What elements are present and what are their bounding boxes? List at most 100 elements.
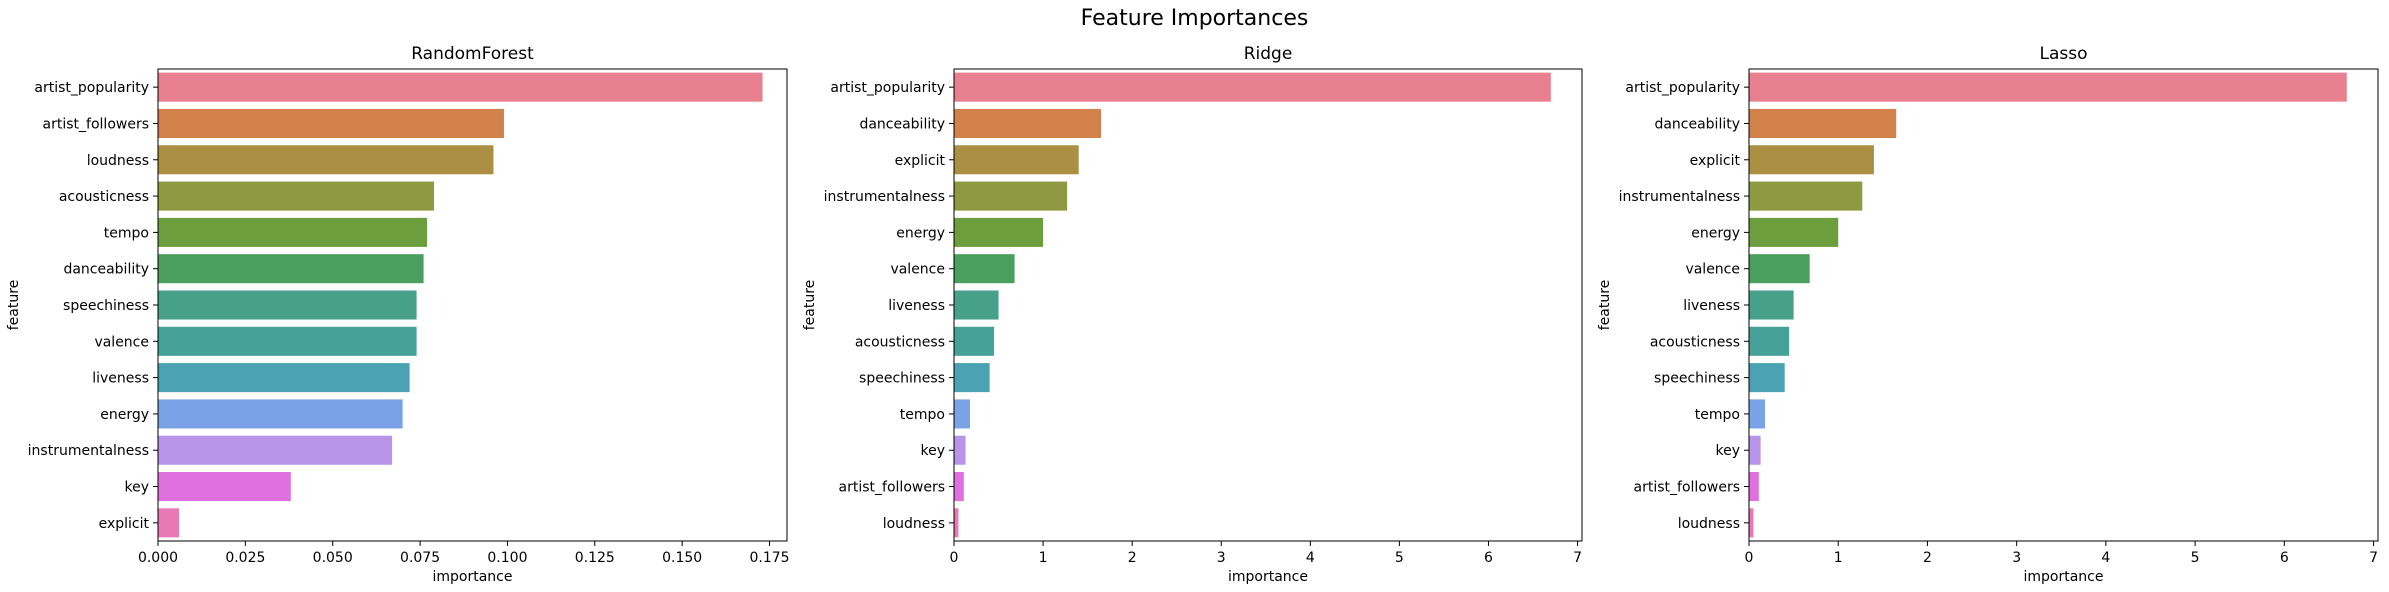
- bar-loudness: [1749, 508, 1754, 538]
- x-tick-label: 1: [1039, 550, 1048, 566]
- x-tick-label: 0.050: [313, 550, 353, 566]
- y-tick-label: tempo: [900, 407, 945, 423]
- bar-valence: [954, 254, 1015, 284]
- bar-acousticness: [1749, 326, 1790, 356]
- plot-frame: [1748, 68, 2379, 542]
- bar-instrumentalness: [158, 435, 393, 465]
- y-tick-label: artist_followers: [43, 116, 149, 132]
- bar-artist_followers: [158, 108, 504, 138]
- bar-artist_popularity: [1749, 72, 2347, 102]
- y-tick-label: liveness: [92, 371, 149, 387]
- bar-artist_popularity: [954, 72, 1551, 102]
- panel-title: Lasso: [2039, 44, 2087, 64]
- x-tick-label: 0.125: [575, 550, 615, 566]
- plot-frame: [953, 68, 1583, 542]
- bar-key: [1749, 435, 1761, 465]
- bar-key: [158, 472, 291, 502]
- y-tick-label: speechiness: [859, 371, 945, 387]
- y-tick-label: artist_followers: [1634, 480, 1740, 496]
- x-tick-label: 0: [950, 550, 959, 566]
- y-tick-label: speechiness: [63, 298, 149, 314]
- x-tick-label: 0.075: [400, 550, 440, 566]
- y-tick-label: instrumentalness: [824, 189, 945, 205]
- x-tick-label: 4: [1306, 550, 1315, 566]
- x-tick-label: 6: [2280, 550, 2289, 566]
- x-tick-label: 0: [1745, 550, 1754, 566]
- bar-explicit: [954, 145, 1079, 175]
- bar-instrumentalness: [954, 181, 1068, 211]
- y-tick-label: key: [124, 480, 149, 496]
- bar-loudness: [954, 508, 959, 538]
- bar-speechiness: [954, 363, 990, 393]
- panel-ridge: artist_popularity danceability explicit ins…: [802, 44, 1583, 585]
- bar-tempo: [954, 399, 971, 429]
- bar-explicit: [1749, 145, 1874, 175]
- panel-lasso: artist_popularity danceability explicit ins…: [1597, 44, 2379, 585]
- y-tick-label: artist_followers: [839, 480, 945, 496]
- bar-speechiness: [158, 290, 417, 320]
- y-tick-label: acousticness: [855, 334, 945, 350]
- panel-title: Ridge: [1244, 44, 1293, 64]
- x-tick-label: 1: [1834, 550, 1843, 566]
- bar-valence: [1749, 254, 1810, 284]
- bar-danceability: [1749, 108, 1897, 138]
- y-tick-label: loudness: [87, 153, 149, 169]
- bar-artist_popularity: [158, 72, 763, 102]
- bar-artist_followers: [954, 472, 964, 502]
- x-tick-label: 2: [1128, 550, 1137, 566]
- x-axis-label: importance: [2024, 569, 2104, 585]
- x-tick-label: 7: [1573, 550, 1582, 566]
- y-tick-label: key: [920, 443, 945, 459]
- bar-loudness: [158, 145, 494, 175]
- y-tick-label: explicit: [1690, 153, 1741, 169]
- y-tick-label: loudness: [883, 516, 945, 532]
- x-tick-label: 0.150: [662, 550, 702, 566]
- bar-key: [954, 435, 966, 465]
- x-axis-label: importance: [1228, 569, 1308, 585]
- x-tick-label: 2: [1923, 550, 1932, 566]
- bar-tempo: [1749, 399, 1766, 429]
- y-tick-label: speechiness: [1654, 371, 1740, 387]
- x-tick-label: 7: [2369, 550, 2378, 566]
- bar-valence: [158, 326, 417, 356]
- y-tick-label: valence: [94, 334, 149, 350]
- y-tick-label: danceability: [63, 262, 149, 278]
- bar-danceability: [954, 108, 1101, 138]
- y-tick-label: acousticness: [59, 189, 149, 205]
- y-axis-label: feature: [6, 280, 22, 331]
- y-tick-label: instrumentalness: [28, 443, 149, 459]
- bar-acousticness: [954, 326, 995, 356]
- bar-artist_followers: [1749, 472, 1759, 502]
- y-tick-label: artist_popularity: [34, 80, 149, 96]
- bar-energy: [158, 399, 403, 429]
- bar-instrumentalness: [1749, 181, 1863, 211]
- y-axis-label: feature: [802, 280, 818, 331]
- bar-liveness: [954, 290, 999, 320]
- bar-energy: [1749, 217, 1839, 247]
- x-tick-label: 5: [2191, 550, 2200, 566]
- x-tick-label: 6: [1484, 550, 1493, 566]
- x-axis-label: importance: [433, 569, 513, 585]
- x-tick-label: 3: [1217, 550, 1226, 566]
- bar-speechiness: [1749, 363, 1785, 393]
- panel-title: RandomForest: [411, 44, 534, 64]
- bar-energy: [954, 217, 1044, 247]
- y-tick-label: valence: [1685, 262, 1740, 278]
- y-tick-label: danceability: [1654, 116, 1740, 132]
- y-tick-label: explicit: [99, 516, 150, 532]
- y-tick-label: tempo: [104, 225, 149, 241]
- y-tick-label: energy: [1691, 225, 1740, 241]
- bar-liveness: [1749, 290, 1794, 320]
- x-tick-label: 0.175: [749, 550, 789, 566]
- y-tick-label: key: [1715, 443, 1740, 459]
- panel-randomforest: artist_popularity artist_followersloudnes…: [6, 44, 790, 585]
- x-tick-label: 0.000: [138, 550, 178, 566]
- y-tick-label: instrumentalness: [1619, 189, 1740, 205]
- x-tick-label: 0.100: [487, 550, 527, 566]
- y-tick-label: explicit: [895, 153, 946, 169]
- y-axis-label: feature: [1597, 280, 1613, 331]
- bar-liveness: [158, 363, 410, 393]
- y-tick-label: energy: [896, 225, 945, 241]
- y-tick-label: artist_popularity: [1625, 80, 1740, 96]
